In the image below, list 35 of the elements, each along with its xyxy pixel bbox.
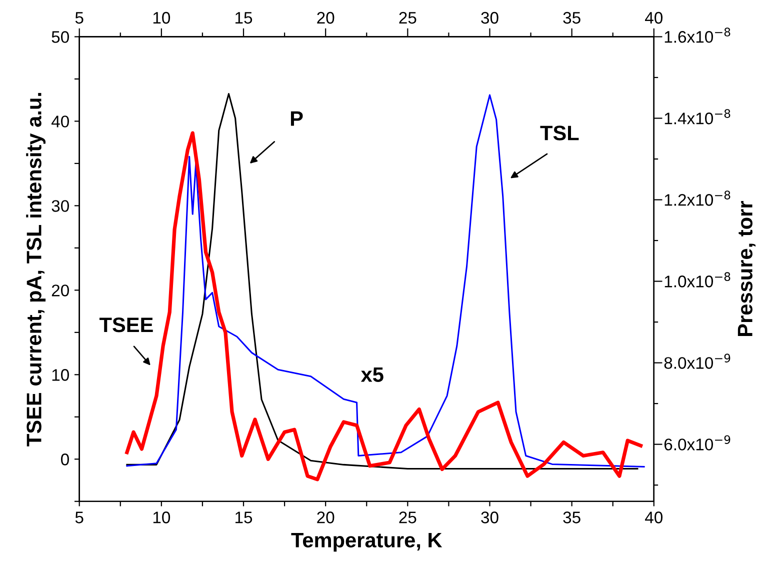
- x-axis-title: Temperature, K: [291, 532, 442, 552]
- annotation: TSEE: [99, 318, 153, 332]
- y-tick-label: 0: [61, 454, 69, 466]
- x2-tick-label: 5: [75, 12, 84, 24]
- x-tick-label: 40: [645, 512, 663, 524]
- y2-tick-label: 6.0x10$^{−9}$: [664, 435, 730, 450]
- y2-tick-label: 1.4x10$^{−8}$: [664, 109, 730, 124]
- y2-axis-title: Pressure, torr: [738, 201, 756, 336]
- y2-tick-label: 8.0x10$^{−9}$: [664, 354, 730, 369]
- annotation: TSL: [540, 126, 579, 140]
- y-tick-label: 20: [52, 284, 69, 296]
- x2-tick-label: 20: [317, 12, 334, 24]
- y2-tick-label: 1.6x10$^{−8}$: [664, 28, 730, 43]
- x-tick-label: 35: [563, 512, 580, 524]
- x-tick-label: 15: [236, 512, 252, 524]
- x2-tick-label: 25: [399, 12, 416, 24]
- x2-tick-label: 30: [481, 12, 498, 24]
- x2-tick-label: 10: [153, 12, 170, 24]
- x-tick-label: 20: [317, 512, 334, 524]
- y-tick-label: 40: [51, 116, 69, 128]
- x2-tick-label: 40: [645, 12, 663, 24]
- x2-tick-label: 15: [236, 12, 252, 24]
- annotation: x5: [360, 367, 384, 382]
- y2-tick-label: 1.2x10$^{−8}$: [664, 190, 730, 206]
- x-tick-label: 10: [153, 512, 170, 524]
- x-tick-label: 30: [481, 512, 498, 524]
- x-tick-label: 25: [399, 512, 416, 524]
- y-axis-title: TSEE current, pA, TSL intensity a.u.: [26, 92, 46, 446]
- y-tick-label: 30: [52, 200, 69, 212]
- annotation: P: [290, 111, 303, 126]
- y2-tick-label: 1.0x10$^{−8}$: [664, 272, 730, 288]
- y-tick-label: 50: [52, 31, 69, 43]
- x2-tick-label: 35: [563, 12, 580, 24]
- x-tick-label: 5: [75, 512, 84, 524]
- y-tick-label: 10: [52, 369, 69, 381]
